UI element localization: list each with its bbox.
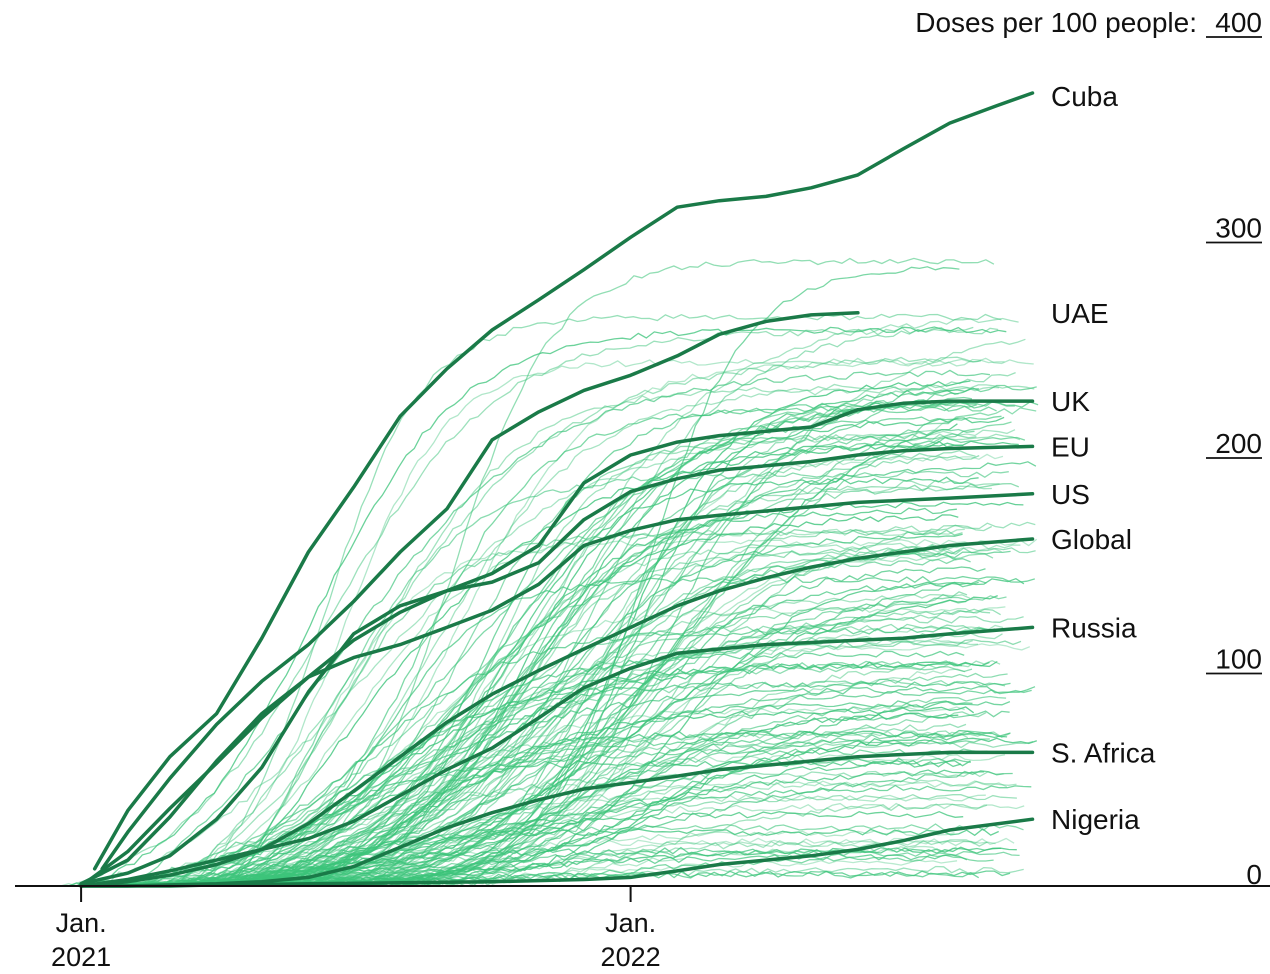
series-label: UK bbox=[1051, 386, 1090, 417]
background-country-line bbox=[189, 660, 998, 887]
background-country-line bbox=[116, 528, 965, 887]
background-country-line bbox=[196, 358, 1005, 887]
background-country-line bbox=[232, 470, 1009, 887]
x-tick-label-year: 2022 bbox=[601, 942, 661, 972]
y-tick-labels: 400 300 200 100 0 bbox=[1206, 7, 1262, 890]
series-label: Cuba bbox=[1051, 81, 1118, 112]
series-label: Global bbox=[1051, 524, 1132, 555]
x-tick-labels: Jan. 2021 Jan. 2022 bbox=[51, 886, 661, 972]
background-country-line bbox=[229, 695, 1007, 887]
axes: Doses per 100 people: bbox=[15, 7, 1270, 887]
background-country-line bbox=[232, 436, 1026, 887]
series-labels: Cuba UAE UK EU US Global Russia S. Africa Nigeri… bbox=[1051, 81, 1156, 835]
background-country-line bbox=[86, 428, 975, 887]
background-country-line bbox=[82, 482, 1020, 886]
background-country-line bbox=[228, 542, 1021, 887]
background-country-lines bbox=[60, 257, 1039, 887]
series-label: US bbox=[1051, 479, 1090, 510]
background-country-line bbox=[78, 326, 1007, 887]
background-country-line bbox=[224, 740, 1034, 885]
background-country-line bbox=[125, 369, 990, 885]
background-country-line bbox=[135, 371, 1016, 887]
background-country-line bbox=[220, 416, 1005, 887]
background-country-line bbox=[105, 759, 962, 887]
background-country-line bbox=[225, 257, 995, 887]
background-country-line bbox=[74, 685, 1036, 887]
background-country-line bbox=[86, 429, 1016, 887]
background-country-line bbox=[98, 317, 1019, 887]
y-tick-label: 100 bbox=[1215, 644, 1262, 675]
background-country-line bbox=[65, 357, 1034, 887]
highlighted-series-lines bbox=[79, 91, 1035, 888]
series-label: UAE bbox=[1051, 298, 1109, 329]
background-country-line bbox=[172, 507, 957, 886]
series-label: S. Africa bbox=[1051, 737, 1156, 768]
y-tick-label: 300 bbox=[1215, 213, 1262, 244]
y-tick-label: 400 bbox=[1215, 7, 1262, 38]
background-country-line bbox=[172, 356, 982, 887]
y-tick-label: 0 bbox=[1246, 859, 1262, 890]
series-line-eu bbox=[79, 444, 1035, 886]
background-country-line bbox=[61, 327, 999, 887]
series-line-global bbox=[79, 537, 1035, 888]
background-country-line bbox=[135, 730, 969, 887]
series-label: Russia bbox=[1051, 612, 1137, 643]
series-line-nigeria bbox=[79, 817, 1035, 888]
series-line-us bbox=[79, 492, 1035, 886]
background-country-line bbox=[153, 415, 1002, 887]
background-country-line bbox=[209, 730, 1010, 887]
background-country-line bbox=[185, 313, 1002, 887]
x-tick-label-month: Jan. bbox=[56, 908, 107, 938]
background-country-line bbox=[198, 828, 999, 887]
y-axis-title: Doses per 100 people: bbox=[915, 7, 1197, 38]
background-country-line bbox=[95, 386, 1000, 887]
y-tick-label: 200 bbox=[1215, 428, 1262, 459]
series-line-cuba bbox=[92, 91, 1035, 871]
background-country-line bbox=[220, 538, 1038, 885]
series-label: EU bbox=[1051, 431, 1090, 462]
series-label: Nigeria bbox=[1051, 804, 1140, 835]
x-tick-label-year: 2021 bbox=[51, 942, 111, 972]
series-line-russia bbox=[79, 625, 1035, 888]
x-tick-label-month: Jan. bbox=[605, 908, 656, 938]
background-country-line bbox=[130, 383, 1035, 887]
background-country-line bbox=[211, 849, 1020, 887]
background-country-line bbox=[176, 846, 1001, 886]
series-line-uae bbox=[100, 311, 860, 871]
series-line-uk bbox=[79, 399, 1035, 888]
